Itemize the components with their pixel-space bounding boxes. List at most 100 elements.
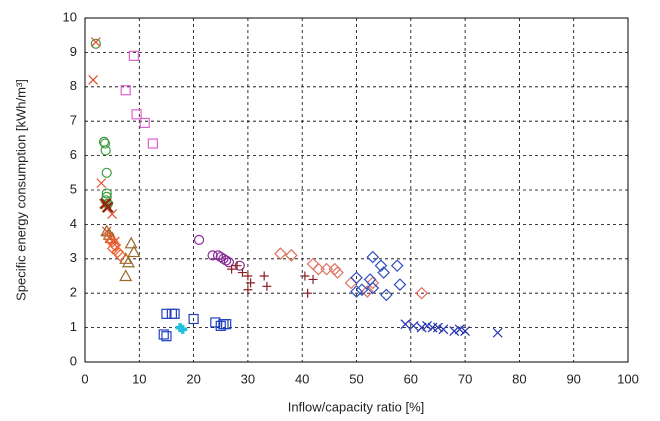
scatter-point xyxy=(210,317,221,328)
scatter-point xyxy=(243,285,253,295)
scatter-point xyxy=(96,178,107,189)
scatter-point xyxy=(366,250,380,264)
scatter-point xyxy=(113,249,127,262)
scatter-point xyxy=(127,245,141,258)
scatter-point xyxy=(221,255,232,266)
scatter-point xyxy=(101,167,112,178)
scatter-point xyxy=(422,320,433,331)
scatter-point xyxy=(303,288,313,298)
x-tick-label: 40 xyxy=(295,371,309,386)
scatter-point xyxy=(306,257,320,271)
scatter-point xyxy=(350,285,363,298)
plot-frame xyxy=(84,17,629,363)
scatter-point xyxy=(102,201,114,213)
scatter-point xyxy=(227,264,237,274)
y-tick-label: 0 xyxy=(70,353,77,368)
x-tick-label: 90 xyxy=(566,371,580,386)
y-tick-label: 10 xyxy=(63,9,77,24)
scatter-point xyxy=(90,38,101,49)
scatter-point xyxy=(193,234,205,245)
scatter-point xyxy=(232,261,242,271)
scatter-point xyxy=(366,276,380,290)
x-tick-label: 20 xyxy=(186,371,200,386)
y-tick-label: 6 xyxy=(70,147,77,162)
scatter-point xyxy=(246,278,256,288)
x-tick-label: 0 xyxy=(81,371,88,386)
x-tick-label: 60 xyxy=(404,371,418,386)
scatter-point xyxy=(262,281,272,291)
scatter-point xyxy=(107,209,118,220)
scatter-point xyxy=(374,259,388,273)
scatter-point xyxy=(108,238,122,252)
scatter-point xyxy=(99,138,111,149)
scatter-point xyxy=(188,313,199,325)
scatter-point xyxy=(178,324,188,334)
scatter-point xyxy=(128,50,139,61)
scatter-point xyxy=(320,262,333,276)
scatter-point xyxy=(207,250,218,261)
scatter-point xyxy=(215,251,226,263)
scatter-point xyxy=(237,268,247,278)
scatter-point xyxy=(161,331,172,342)
scatter-point xyxy=(460,326,471,336)
scatter-point xyxy=(366,281,380,295)
scatter-point xyxy=(416,322,427,333)
scatter-point xyxy=(415,286,429,300)
scatter-point xyxy=(259,271,269,281)
x-tick-label: 100 xyxy=(617,371,639,386)
scatter-point xyxy=(350,271,363,285)
scatter-point xyxy=(161,308,172,319)
scatter-point xyxy=(90,37,101,48)
scatter-point xyxy=(221,319,232,330)
scatter-point xyxy=(139,117,150,129)
y-axis-label: Specific energy consumption [kWh/m³] xyxy=(13,79,28,301)
y-tick-label: 3 xyxy=(70,250,77,265)
scatter-point xyxy=(390,259,404,273)
scatter-point xyxy=(312,262,325,276)
scatter-point xyxy=(331,266,344,279)
scatter-point xyxy=(449,326,460,336)
scatter-point xyxy=(300,271,310,281)
scatter-point xyxy=(158,329,169,340)
scatter-point xyxy=(101,188,112,199)
y-tick-label: 2 xyxy=(70,285,77,300)
x-tick-label: 10 xyxy=(132,371,146,386)
scatter-point xyxy=(393,278,407,291)
scatter-point xyxy=(355,283,369,297)
scatter-point xyxy=(438,324,449,335)
scatter-point xyxy=(380,288,393,302)
scatter-point xyxy=(147,138,158,149)
scatter-point xyxy=(215,320,226,331)
y-tick-label: 8 xyxy=(70,78,77,93)
scatter-point xyxy=(408,320,419,331)
scatter-point xyxy=(308,274,318,284)
scatter-point xyxy=(88,74,99,85)
y-tick-label: 9 xyxy=(70,44,77,59)
scatter-point xyxy=(218,253,229,264)
x-tick-label: 70 xyxy=(458,371,472,386)
scatter-point xyxy=(223,257,234,268)
scatter-point xyxy=(119,269,133,282)
y-tick-label: 5 xyxy=(70,181,77,196)
scatter-point xyxy=(492,327,503,338)
scatter-point xyxy=(124,236,138,249)
scatter-point xyxy=(284,249,298,262)
x-tick-label: 50 xyxy=(349,371,363,386)
scatter-point xyxy=(243,271,253,281)
scatter-point xyxy=(131,109,142,120)
y-tick-label: 4 xyxy=(70,216,77,231)
scatter-point xyxy=(100,145,111,156)
scatter-point xyxy=(433,322,443,333)
scatter-point xyxy=(377,266,390,279)
scatter-point xyxy=(212,250,224,261)
scatter-point xyxy=(169,308,180,319)
scatter-point xyxy=(361,285,374,298)
scatter-point xyxy=(400,319,411,330)
y-tick-label: 1 xyxy=(70,319,77,334)
scatter-point xyxy=(166,308,177,319)
scatter-point xyxy=(101,226,112,237)
scatter-point xyxy=(121,255,135,268)
scatter-point xyxy=(120,85,131,96)
